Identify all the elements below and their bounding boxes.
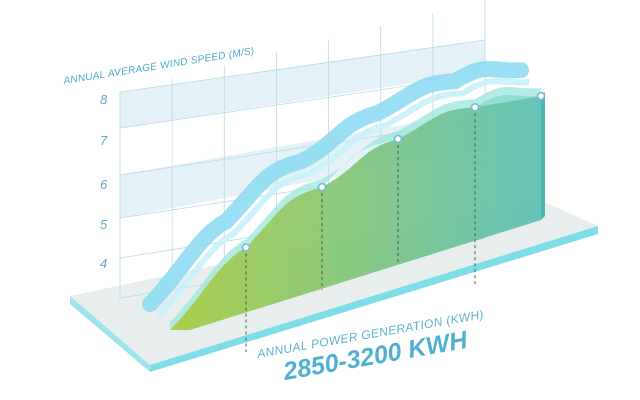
y-tick-label: 8 <box>100 92 108 107</box>
data-markers <box>241 91 546 252</box>
drop-lines <box>245 107 476 352</box>
grid-band-1 <box>120 40 485 128</box>
data-point <box>317 182 327 192</box>
platform-front-edge <box>70 296 150 372</box>
y-tick-label: 4 <box>100 256 107 271</box>
ribbon-top-face <box>142 60 529 312</box>
y-tick-labels: 8 7 6 5 4 <box>100 92 108 271</box>
y-tick-label: 6 <box>100 177 108 192</box>
y-tick-label: 5 <box>100 217 108 232</box>
platform-right-edge <box>150 226 598 372</box>
grid-line-h <box>119 39 486 93</box>
area-right-side <box>541 92 545 220</box>
data-point <box>241 243 251 252</box>
data-point <box>470 103 480 112</box>
ribbon-front-face <box>155 77 530 319</box>
data-point <box>536 91 546 101</box>
area-series <box>170 94 541 330</box>
data-point <box>393 134 403 144</box>
y-tick-label: 7 <box>100 133 108 148</box>
